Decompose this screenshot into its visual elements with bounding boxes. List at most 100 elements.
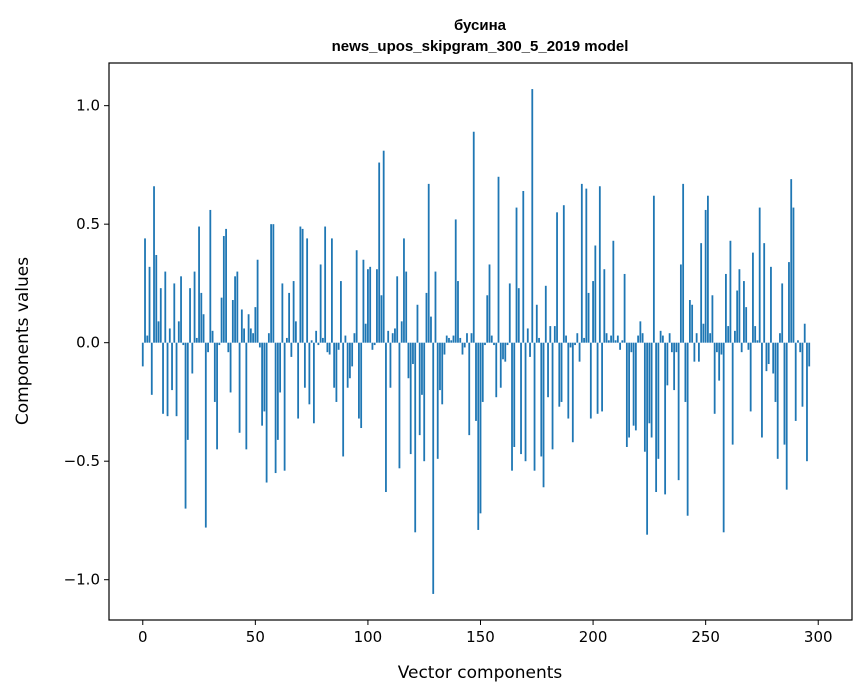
bar-110 (389, 342, 392, 388)
bar-217 (630, 342, 633, 353)
bar-74 (308, 342, 311, 405)
bar-179 (544, 285, 547, 343)
bar-3 (148, 266, 151, 343)
bar-245 (693, 342, 696, 362)
bar-248 (700, 243, 703, 343)
bar-119 (409, 342, 412, 455)
bar-216 (628, 342, 630, 438)
bar-209 (612, 240, 615, 343)
chart-title-line-2: news_upos_skipgram_300_5_2019 model (332, 38, 629, 55)
bar-172 (529, 342, 531, 357)
bar-83 (328, 342, 331, 355)
bar-219 (634, 342, 637, 431)
bar-277 (765, 342, 768, 372)
bar-38 (227, 342, 230, 353)
bar-171 (526, 328, 529, 343)
bar-49 (252, 333, 254, 343)
bar-281 (774, 342, 777, 402)
bar-231 (661, 335, 664, 343)
bar-67 (292, 281, 295, 343)
bar-25 (198, 226, 200, 343)
bar-15 (175, 342, 178, 417)
x-tick-label-300: 300 (804, 628, 833, 646)
bar-192 (574, 342, 576, 346)
bar-56 (267, 333, 270, 343)
bar-69 (297, 342, 300, 419)
bar-30 (209, 209, 212, 343)
bar-127 (427, 183, 430, 343)
bar-59 (274, 342, 277, 474)
bar-166 (515, 207, 518, 343)
bar-65 (288, 292, 291, 343)
bar-45 (243, 328, 245, 343)
bar-112 (394, 328, 396, 343)
bar-107 (382, 150, 385, 343)
bar-135 (445, 335, 448, 343)
bar-57 (270, 224, 273, 343)
bar-117 (405, 271, 408, 343)
bar-131 (436, 342, 439, 459)
bar-181 (549, 326, 552, 343)
bar-140 (457, 281, 459, 343)
bar-19 (184, 342, 187, 509)
bar-29 (207, 342, 209, 353)
bar-261 (729, 240, 732, 343)
bar-22 (191, 342, 194, 374)
bar-205 (603, 269, 606, 343)
bar-1 (144, 238, 146, 343)
bar-146 (470, 333, 473, 343)
bar-61 (279, 342, 282, 393)
bar-235 (670, 342, 673, 353)
bar-125 (423, 342, 426, 462)
bar-36 (222, 236, 225, 343)
bar-85 (333, 342, 336, 388)
bar-243 (688, 300, 691, 343)
bar-191 (571, 342, 574, 443)
bar-105 (378, 162, 381, 343)
bar-142 (461, 342, 464, 355)
bar-177 (540, 342, 543, 457)
bar-79 (319, 264, 322, 343)
bar-260 (727, 326, 730, 343)
bar-158 (497, 176, 500, 343)
bar-155 (490, 335, 493, 343)
bar-150 (479, 342, 482, 514)
bar-220 (637, 335, 640, 343)
bar-72 (303, 342, 306, 388)
y-tick-label--0.5: −0.5 (64, 452, 100, 470)
bar-141 (459, 337, 462, 343)
bar-189 (567, 342, 570, 419)
bar-12 (168, 328, 171, 343)
bar-133 (441, 342, 444, 405)
bar-201 (594, 245, 597, 343)
bar-284 (781, 283, 784, 343)
bar-134 (443, 342, 446, 355)
bar-9 (162, 342, 164, 414)
bar-16 (177, 321, 180, 343)
bar-289 (792, 207, 795, 343)
bar-194 (578, 342, 581, 362)
bar-254 (713, 342, 716, 414)
bar-20 (186, 342, 189, 440)
bar-161 (504, 342, 507, 362)
bar-249 (702, 323, 705, 343)
bar-126 (425, 292, 428, 343)
bar-6 (155, 254, 158, 343)
bar-84 (331, 238, 333, 343)
bar-121 (414, 342, 417, 533)
bar-156 (493, 342, 495, 346)
bar-232 (664, 342, 667, 495)
bar-190 (569, 342, 572, 348)
x-axis-label: Vector components (398, 663, 563, 683)
bar-14 (173, 283, 176, 343)
bar-264 (736, 290, 739, 343)
bar-47 (247, 314, 250, 343)
bar-41 (234, 276, 236, 343)
bar-111 (391, 333, 394, 343)
bar-58 (272, 224, 275, 343)
bar-10 (164, 271, 167, 343)
bar-157 (495, 342, 498, 398)
bar-186 (560, 342, 563, 402)
bar-40 (231, 300, 234, 343)
bar-151 (481, 342, 484, 402)
